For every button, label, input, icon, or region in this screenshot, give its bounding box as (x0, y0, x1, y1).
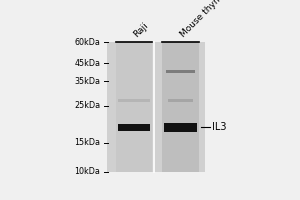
Text: 45kDa: 45kDa (74, 59, 100, 68)
Bar (107, 42, 205, 172)
Bar (164, 123, 197, 132)
Text: 10kDa: 10kDa (74, 167, 100, 176)
Text: IL3: IL3 (212, 122, 227, 132)
Text: 35kDa: 35kDa (74, 77, 100, 86)
Bar (167, 99, 194, 102)
Text: 15kDa: 15kDa (74, 138, 100, 147)
Bar (116, 42, 152, 172)
Bar (118, 99, 150, 102)
Text: Mouse thymus: Mouse thymus (178, 0, 231, 39)
Text: Raji: Raji (132, 21, 150, 39)
Bar (167, 70, 194, 73)
Bar (163, 42, 199, 172)
Text: 25kDa: 25kDa (74, 101, 100, 110)
Bar (118, 124, 150, 131)
Text: 60kDa: 60kDa (74, 38, 100, 47)
